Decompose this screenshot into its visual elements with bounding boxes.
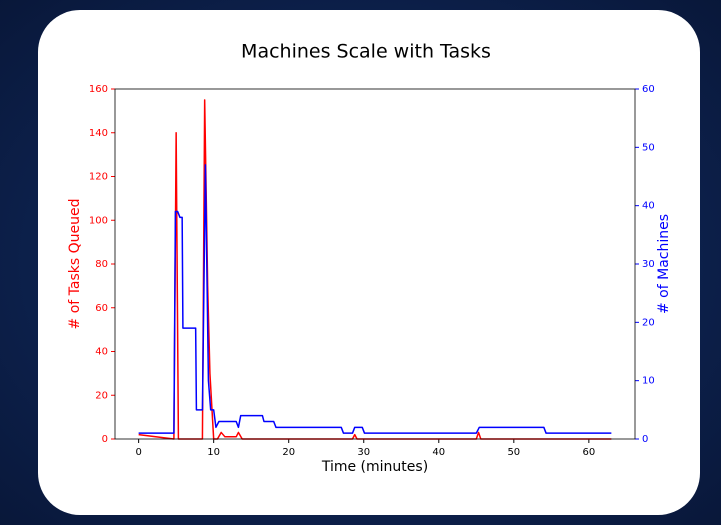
x-axis-label: Time (minutes) bbox=[321, 459, 428, 475]
y-tick-label: 80 bbox=[95, 259, 108, 270]
y-tick-label: 120 bbox=[89, 172, 108, 183]
y2-tick-label: 10 bbox=[642, 376, 655, 387]
plot-frame bbox=[114, 88, 636, 440]
x-tick-label: 20 bbox=[282, 447, 295, 458]
y-axis-label: # of Tasks Queued bbox=[67, 199, 83, 330]
y2-tick-label: 20 bbox=[642, 317, 655, 328]
x-tick-label: 40 bbox=[432, 447, 445, 458]
y2-tick-label: 0 bbox=[642, 434, 648, 445]
series-line bbox=[138, 164, 612, 434]
x-tick-label: 10 bbox=[207, 447, 220, 458]
y-tick-label: 140 bbox=[89, 128, 108, 139]
y2-tick-label: 50 bbox=[642, 142, 655, 153]
x-tick-label: 60 bbox=[582, 447, 595, 458]
y-tick-label: 160 bbox=[89, 84, 108, 95]
chart: Machines Scale with Tasks Time (minutes)… bbox=[67, 41, 672, 476]
y-tick-label: 0 bbox=[102, 434, 108, 445]
y-tick-label: 20 bbox=[95, 390, 108, 401]
y-tick-label: 40 bbox=[95, 347, 108, 358]
x-tick-label: 50 bbox=[507, 447, 520, 458]
y2-tick-label: 30 bbox=[642, 259, 655, 270]
y2-axis-label: # of Machines bbox=[656, 214, 672, 314]
x-tick-label: 0 bbox=[135, 447, 141, 458]
y2-tick-label: 60 bbox=[642, 84, 655, 95]
y-tick-label: 60 bbox=[95, 303, 108, 314]
y2-tick-label: 40 bbox=[642, 201, 655, 212]
chart-title: Machines Scale with Tasks bbox=[241, 41, 491, 63]
x-tick-label: 30 bbox=[357, 447, 370, 458]
y-tick-label: 100 bbox=[89, 215, 108, 226]
